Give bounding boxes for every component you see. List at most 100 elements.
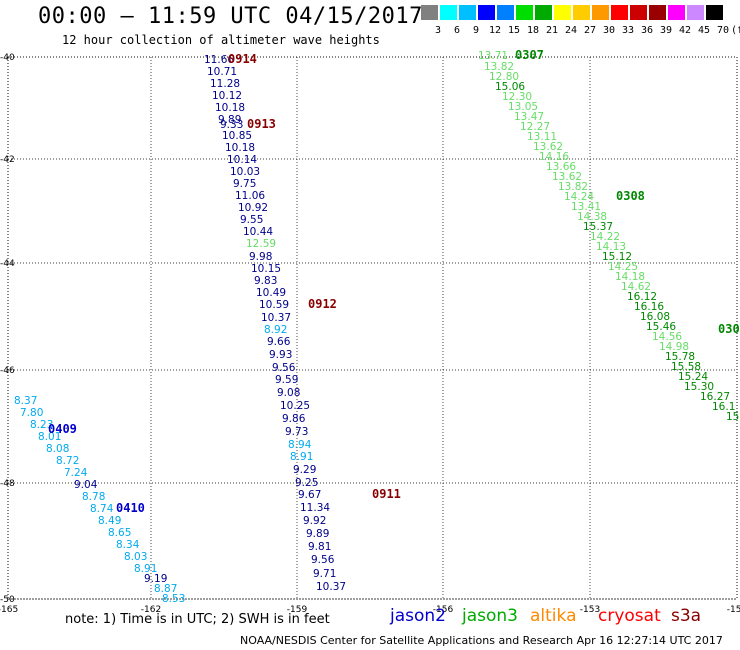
wave-height-label: 7.24 xyxy=(64,467,88,479)
lon-tick-label: -153 xyxy=(580,605,600,615)
wave-height-label: 8.65 xyxy=(108,527,131,539)
legend-swatch xyxy=(687,5,704,20)
wave-height-label: 9.89 xyxy=(218,114,241,126)
pass-time-label: 030 xyxy=(718,322,740,336)
wave-height-label: 14.56 xyxy=(652,331,682,343)
units-note: note: 1) Time is in UTC; 2) SWH is in fe… xyxy=(65,612,330,627)
wave-height-label: 13.62 xyxy=(533,141,563,153)
wave-height-label: 12.80 xyxy=(489,71,519,83)
legend-label: 36 xyxy=(640,25,654,36)
wave-height-label: 13.11 xyxy=(527,131,557,143)
lat-tick-label: -44 xyxy=(0,259,15,269)
wave-height-label: 13.82 xyxy=(558,181,588,193)
wave-height-label: 10.71 xyxy=(207,66,237,78)
wave-height-label: 8.01 xyxy=(38,431,61,443)
wave-height-label: 10.59 xyxy=(259,299,289,311)
wave-height-label: 9.83 xyxy=(254,275,277,287)
legend-swatch xyxy=(421,5,438,20)
wave-height-label: 7.80 xyxy=(20,407,43,419)
wave-height-label: 10.03 xyxy=(230,166,260,178)
wave-height-label: 12.30 xyxy=(502,91,532,103)
wave-height-label: 15.37 xyxy=(583,221,613,233)
satellite-legend-jason2: jason2 xyxy=(390,606,446,626)
legend-swatch xyxy=(459,5,476,20)
wave-height-label: 8.78 xyxy=(82,491,105,503)
legend-swatch xyxy=(592,5,609,20)
wave-height-label: 15.06 xyxy=(495,81,525,93)
wave-height-label: 8.49 xyxy=(98,515,121,527)
wave-height-label: 9.75 xyxy=(233,178,256,190)
pass-time-label: 0911 xyxy=(372,487,401,501)
wave-height-label: 14.16 xyxy=(539,151,569,163)
wave-height-label: 13.05 xyxy=(508,101,538,113)
pass-time-label: 0308 xyxy=(616,189,645,203)
wave-height-label: 16.16 xyxy=(634,301,664,313)
lat-tick-label: -50 xyxy=(0,595,15,605)
page-subtitle: 12 hour collection of altimeter wave hei… xyxy=(62,33,380,47)
wave-height-label: 13.66 xyxy=(546,161,576,173)
legend-swatch xyxy=(497,5,514,20)
wave-height-label: 16.1 xyxy=(712,401,735,413)
wave-height-label: 8.34 xyxy=(116,539,140,551)
wave-height-label: 8.92 xyxy=(264,324,287,336)
wave-height-label: 11.28 xyxy=(210,78,240,90)
wave-height-label: 10.14 xyxy=(227,154,257,166)
legend-label: 6 xyxy=(453,25,461,36)
wave-height-label: 9.71 xyxy=(313,568,336,580)
wave-height-label: 9.66 xyxy=(267,336,291,348)
wave-height-label: 10.37 xyxy=(316,581,346,593)
lon-tick-label: -165 xyxy=(0,605,18,615)
legend-label: 21 xyxy=(545,25,559,36)
credit-footer: NOAA/NESDIS Center for Satellite Applica… xyxy=(240,634,723,647)
wave-height-label: 14.62 xyxy=(621,281,651,293)
wave-height-label: 14.38 xyxy=(577,211,607,223)
wave-height-label: 10.44 xyxy=(243,226,273,238)
wave-height-label: 15.30 xyxy=(684,381,714,393)
legend-label: 42 xyxy=(678,25,692,36)
lon-tick-label: -162 xyxy=(141,605,161,615)
wave-height-label: 10.15 xyxy=(251,263,281,275)
wave-height-label: 10.92 xyxy=(238,202,268,214)
wave-height-label: 9.19 xyxy=(144,573,167,585)
legend-swatch xyxy=(630,5,647,20)
satellite-legend-altika: altika xyxy=(530,606,577,626)
wave-height-label: 14.18 xyxy=(615,271,645,283)
wave-height-label: 9.89 xyxy=(306,528,329,540)
wave-height-label: 8.53 xyxy=(162,593,185,605)
wave-height-label: 9.81 xyxy=(308,541,331,553)
pass-time-label: 0913 xyxy=(247,117,276,131)
wave-height-label: 14.22 xyxy=(590,231,620,243)
wave-height-label: 16.08 xyxy=(640,311,670,323)
wave-height-label: 8.03 xyxy=(124,551,147,563)
wave-height-label: 9.67 xyxy=(298,489,321,501)
wave-height-label: 9.86 xyxy=(282,413,306,425)
legend-label: 39 xyxy=(659,25,673,36)
wave-height-label: 8.91 xyxy=(290,451,313,463)
wave-height-label: 15.24 xyxy=(678,371,708,383)
wave-height-label: 8.37 xyxy=(14,395,37,407)
wave-height-label: 15.58 xyxy=(671,361,701,373)
lat-tick-label: -42 xyxy=(0,155,15,165)
legend-label: 27 xyxy=(583,25,597,36)
wave-height-label: 14.24 xyxy=(564,191,594,203)
wave-height-label: 10.85 xyxy=(222,130,252,142)
legend-label: 70 xyxy=(716,25,730,36)
wave-height-label: 8.74 xyxy=(90,503,114,515)
wave-height-label: 9.73 xyxy=(285,426,308,438)
wave-height-label: 9.55 xyxy=(240,214,263,226)
legend-label: 3 xyxy=(434,25,442,36)
wave-height-label: 13.47 xyxy=(514,111,544,123)
wave-height-label: 10.18 xyxy=(225,142,255,154)
wave-height-label: 11.34 xyxy=(300,502,330,514)
wave-height-label: 8.23 xyxy=(30,419,53,431)
legend-label: (ft) xyxy=(731,25,740,36)
legend-label: 24 xyxy=(564,25,578,36)
lat-tick-label: -48 xyxy=(0,479,15,489)
wave-height-label: 9.33 xyxy=(220,119,243,131)
wave-height-label: 12.59 xyxy=(246,238,276,250)
wave-height-label: 12.27 xyxy=(520,121,550,133)
legend-label: 9 xyxy=(472,25,480,36)
wave-height-label: 15 xyxy=(726,411,739,423)
wave-height-label: 9.08 xyxy=(277,387,300,399)
